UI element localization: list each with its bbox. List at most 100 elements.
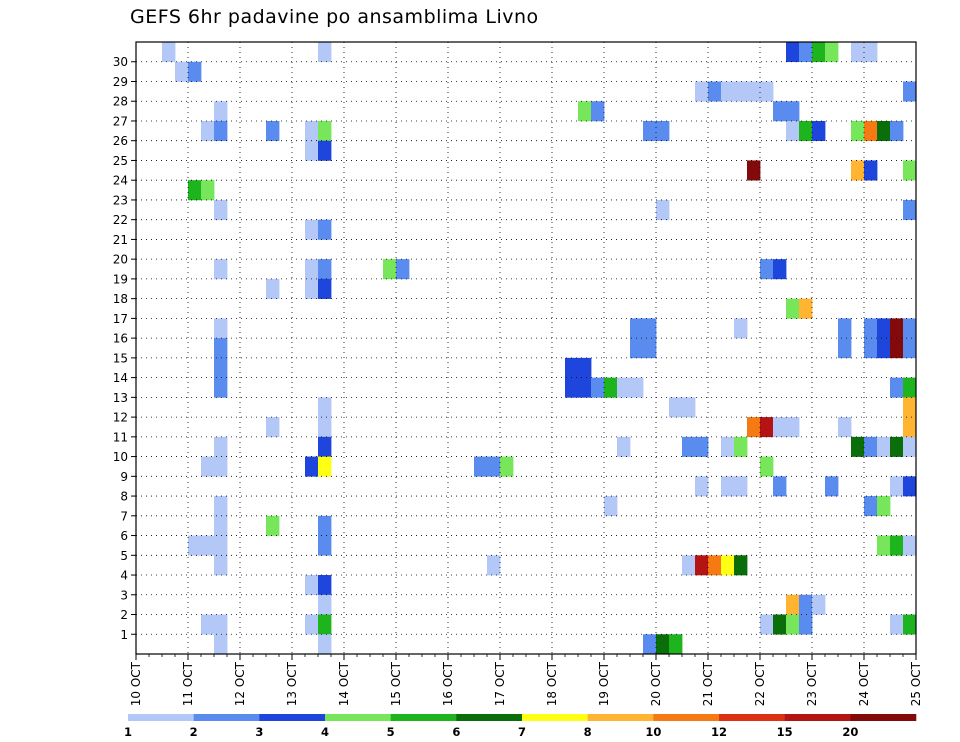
heatmap-cell: [890, 535, 904, 556]
heatmap-cell: [773, 101, 787, 122]
x-tick-label: 24 OCT: [857, 661, 871, 706]
heatmap-cell: [305, 278, 319, 299]
heatmap-cell: [201, 614, 215, 635]
heatmap-cell: [318, 278, 332, 299]
x-tick-label: 25 OCT: [909, 661, 923, 706]
heatmap-cell: [500, 456, 514, 477]
heatmap-cell: [175, 61, 189, 82]
legend-swatch: [325, 714, 391, 721]
heatmap-cell: [799, 298, 813, 319]
heatmap-cell: [903, 81, 917, 102]
heatmap-cell: [643, 120, 657, 142]
heatmap-cell: [591, 101, 605, 122]
heatmap-cell: [214, 614, 228, 635]
legend-swatch: [456, 714, 523, 721]
legend-label: 1: [124, 725, 132, 739]
heatmap-cell: [201, 180, 215, 201]
heatmap-cell: [487, 555, 501, 576]
y-tick-label: 23: [113, 193, 128, 207]
heatmap-cell: [864, 42, 878, 63]
heatmap-cell: [838, 417, 852, 438]
heatmap-cell: [565, 377, 579, 398]
heatmap-cell: [305, 219, 319, 240]
heatmap-cell: [864, 120, 878, 142]
y-tick-label: 20: [113, 253, 128, 267]
heatmap-cell: [786, 42, 800, 63]
heatmap-cell: [214, 357, 228, 378]
legend-swatch: [719, 714, 785, 721]
legend-swatch: [128, 714, 194, 721]
heatmap-cell: [318, 42, 332, 63]
legend-swatch: [259, 714, 326, 721]
y-tick-label: 21: [113, 233, 128, 247]
heatmap-cell: [318, 120, 332, 142]
heatmap-cell: [318, 634, 332, 655]
y-tick-label: 27: [113, 114, 128, 128]
legend-swatch: [784, 714, 851, 721]
y-tick-label: 11: [113, 430, 128, 444]
heatmap-cell: [799, 594, 813, 615]
heatmap-cell: [903, 199, 917, 220]
heatmap-cell: [318, 575, 332, 596]
heatmap-cell: [630, 377, 644, 398]
heatmap-cell: [305, 575, 319, 596]
x-tick-label: 10 OCT: [129, 661, 143, 706]
heatmap-cell: [734, 318, 748, 339]
heatmap-cell: [214, 515, 228, 536]
heatmap-cell: [786, 298, 800, 319]
y-tick-label: 6: [120, 529, 128, 543]
heatmap-cell: [864, 496, 878, 517]
heatmap-cell: [201, 456, 215, 477]
heatmap-cell: [864, 160, 878, 181]
heatmap-cell: [838, 338, 852, 359]
heatmap-cell: [760, 456, 774, 477]
heatmap-cell: [851, 436, 865, 457]
heatmap-cell: [903, 614, 917, 635]
heatmap-cell: [214, 535, 228, 556]
x-tick-label: 22 OCT: [753, 661, 767, 706]
heatmap-cell: [318, 515, 332, 536]
heatmap-cell: [266, 515, 280, 536]
heatmap-cell: [682, 555, 696, 576]
heatmap-cell: [643, 338, 657, 359]
y-tick-label: 3: [120, 588, 128, 602]
heatmap-cell: [318, 436, 332, 457]
heatmap-cell: [396, 259, 410, 280]
heatmap-cell: [903, 436, 917, 457]
heatmap-cell: [773, 259, 787, 280]
heatmap-cell: [214, 101, 228, 122]
heatmap-cell: [734, 476, 748, 497]
heatmap-cell: [799, 614, 813, 635]
heatmap-cell: [903, 160, 917, 181]
heatmap-cell: [669, 634, 683, 655]
y-tick-label: 14: [113, 371, 128, 385]
heatmap-cell: [188, 180, 202, 201]
heatmap-cell: [799, 42, 813, 63]
heatmap-cell: [214, 634, 228, 655]
heatmap-cell: [201, 535, 215, 556]
heatmap-cell: [903, 476, 917, 497]
heatmap-cell: [760, 81, 774, 102]
legend-label: 20: [842, 725, 858, 739]
heatmap-cell: [890, 436, 904, 457]
heatmap-cell: [305, 614, 319, 635]
heatmap-cell: [214, 120, 228, 142]
x-tick-label: 14 OCT: [337, 661, 351, 706]
heatmap-cell: [578, 101, 592, 122]
heatmap-cell: [682, 436, 696, 457]
heatmap-cell: [786, 614, 800, 635]
heatmap-cell: [214, 555, 228, 576]
heatmap-cell: [604, 377, 618, 398]
heatmap-cell: [747, 417, 761, 438]
heatmap-cell: [188, 61, 202, 82]
legend-label: 6: [452, 725, 460, 739]
heatmap-cell: [266, 120, 280, 142]
heatmap-cell: [682, 397, 696, 418]
heatmap-cell: [734, 436, 748, 457]
grid-layer: [136, 42, 916, 654]
legend-swatch: [522, 714, 588, 721]
y-tick-label: 5: [120, 549, 128, 563]
heatmap-cell: [747, 160, 761, 181]
y-tick-label: 1: [120, 628, 128, 642]
heatmap-cell: [318, 535, 332, 556]
